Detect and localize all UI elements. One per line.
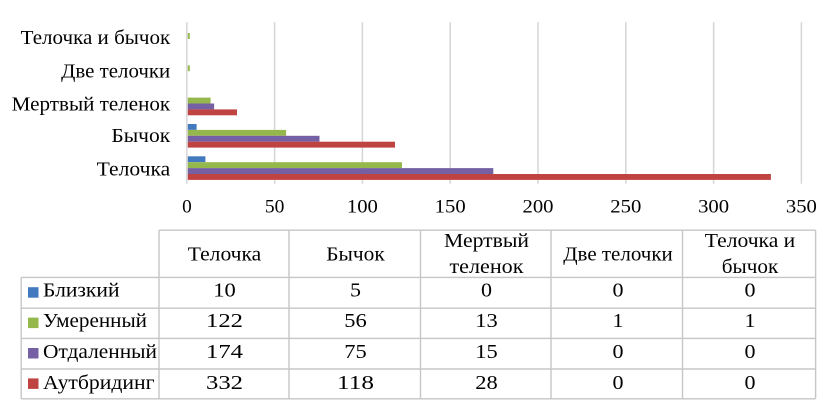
- svg-text:Близкий: Близкий: [43, 280, 120, 302]
- svg-text:0: 0: [613, 372, 624, 394]
- svg-text:1: 1: [613, 310, 624, 332]
- svg-text:122: 122: [206, 310, 243, 332]
- svg-text:13: 13: [475, 310, 498, 332]
- svg-text:75: 75: [344, 341, 367, 363]
- svg-text:5: 5: [350, 280, 361, 302]
- svg-text:1: 1: [745, 310, 756, 332]
- svg-text:бычок: бычок: [722, 256, 779, 278]
- svg-text:200: 200: [523, 197, 554, 218]
- svg-text:Мертвый: Мертвый: [444, 230, 529, 252]
- svg-text:Телочка и бычок: Телочка и бычок: [21, 27, 171, 49]
- svg-text:56: 56: [344, 310, 367, 332]
- svg-text:Бычок: Бычок: [326, 244, 385, 266]
- svg-text:0: 0: [745, 280, 756, 302]
- svg-text:0: 0: [613, 341, 624, 363]
- svg-text:Аутбридинг: Аутбридинг: [43, 372, 155, 394]
- svg-text:150: 150: [435, 197, 466, 218]
- svg-text:332: 332: [206, 372, 243, 394]
- svg-text:теленок: теленок: [450, 256, 524, 278]
- svg-text:Мертвый теленок: Мертвый теленок: [12, 93, 171, 115]
- svg-text:174: 174: [206, 341, 243, 363]
- svg-text:0: 0: [745, 372, 756, 394]
- svg-text:10: 10: [213, 280, 236, 302]
- svg-text:250: 250: [610, 197, 641, 218]
- svg-text:Умеренный: Умеренный: [43, 310, 147, 332]
- svg-text:0: 0: [182, 197, 192, 218]
- svg-text:0: 0: [745, 341, 756, 363]
- svg-text:350: 350: [786, 197, 817, 218]
- svg-text:300: 300: [698, 197, 729, 218]
- svg-text:Две телочки: Две телочки: [563, 244, 673, 266]
- svg-text:15: 15: [475, 341, 498, 363]
- svg-text:Отдаленный: Отдаленный: [43, 341, 157, 363]
- svg-text:50: 50: [265, 197, 285, 218]
- svg-text:28: 28: [475, 372, 498, 394]
- svg-text:Бычок: Бычок: [111, 125, 170, 147]
- svg-text:118: 118: [337, 372, 374, 394]
- svg-text:Телочка: Телочка: [188, 244, 262, 266]
- svg-text:Телочка и: Телочка и: [705, 230, 796, 252]
- svg-text:0: 0: [613, 280, 624, 302]
- svg-text:0: 0: [481, 280, 492, 302]
- svg-text:Две телочки: Две телочки: [61, 60, 170, 82]
- svg-text:Телочка: Телочка: [97, 158, 171, 180]
- svg-text:100: 100: [347, 197, 378, 218]
